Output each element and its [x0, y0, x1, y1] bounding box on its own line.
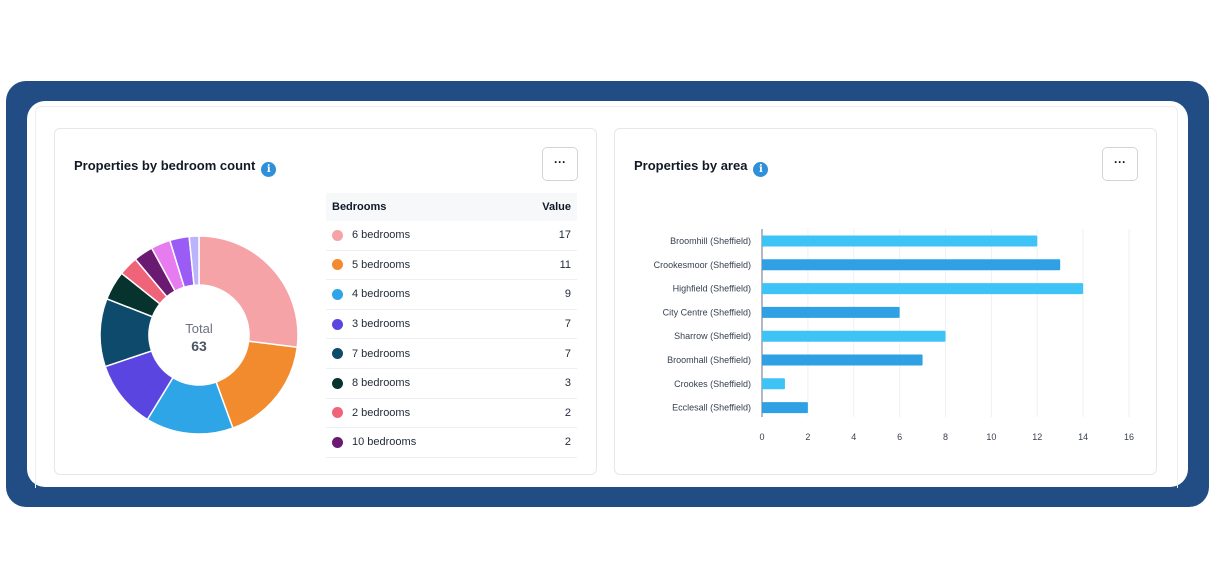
- area-bar-chart: Broomhill (Sheffield) Crookesmoor (Sheffi…: [654, 229, 1134, 442]
- category-label: Crookes (Sheffield): [674, 379, 751, 389]
- info-icon[interactable]: i: [261, 162, 277, 177]
- bar[interactable]: [762, 235, 1038, 247]
- area-card-title-text: Properties by area: [634, 158, 748, 173]
- row-label: 6 bedrooms: [332, 229, 410, 241]
- donut-slice[interactable]: [198, 235, 299, 349]
- donut-slice[interactable]: [188, 235, 200, 287]
- dashboard-inner-border: [35, 106, 1178, 488]
- area-card-title: Properties by area i: [634, 158, 769, 177]
- x-tick-label: 6: [897, 432, 902, 442]
- legend-dot: [332, 377, 343, 389]
- bar[interactable]: [762, 283, 1084, 295]
- bar[interactable]: [762, 330, 946, 342]
- legend-dot: [332, 288, 343, 300]
- info-icon[interactable]: i: [753, 162, 769, 177]
- category-label: Crookesmoor (Sheffield): [654, 260, 751, 270]
- row-value: 17: [558, 229, 571, 242]
- row-label-text: 3 bedrooms: [352, 318, 411, 331]
- table-row[interactable]: 8 bedrooms 3: [326, 369, 577, 399]
- row-label-text: 6 bedrooms: [352, 229, 411, 242]
- table-row[interactable]: 5 bedrooms 11: [326, 251, 577, 281]
- row-label: 8 bedrooms: [332, 377, 410, 389]
- legend-dot: [332, 259, 343, 271]
- row-label-text: 8 bedrooms: [352, 377, 411, 390]
- legend-dot: [332, 348, 343, 360]
- row-label-text: 7 bedrooms: [352, 347, 411, 360]
- category-label: Ecclesall (Sheffield): [672, 403, 751, 413]
- legend-dot: [332, 436, 343, 448]
- row-value: 9: [564, 288, 571, 301]
- donut-center-value: 63: [191, 338, 207, 354]
- row-value: 3: [564, 377, 571, 390]
- bedroom-card-title-text: Properties by bedroom count: [74, 158, 256, 173]
- bedroom-table: Bedrooms Value 6 bedrooms 17 5 bedrooms 11 4…: [326, 193, 577, 458]
- table-row[interactable]: 4 bedrooms 9: [326, 280, 577, 310]
- row-value: 11: [559, 258, 571, 271]
- table-header: Bedrooms Value: [326, 193, 577, 221]
- category-label: Broomhill (Sheffield): [670, 236, 751, 246]
- bar[interactable]: [762, 354, 923, 366]
- category-label: Broomhall (Sheffield): [667, 355, 751, 365]
- x-tick-label: 0: [759, 432, 764, 442]
- table-row[interactable]: 10 bedrooms 2: [326, 428, 577, 458]
- bedroom-count-card: Properties by bedroom count i ··· Total 6…: [54, 128, 597, 475]
- table-row[interactable]: 2 bedrooms 2: [326, 399, 577, 429]
- row-label: 2 bedrooms: [332, 407, 410, 419]
- bar[interactable]: [762, 259, 1061, 271]
- donut-center-label: Total: [185, 321, 213, 336]
- row-label-text: 2 bedrooms: [352, 406, 411, 419]
- row-value: 2: [564, 436, 571, 449]
- table-row[interactable]: 3 bedrooms 7: [326, 310, 577, 340]
- row-label: 5 bedrooms: [332, 259, 410, 271]
- row-label: 7 bedrooms: [332, 348, 410, 360]
- table-row[interactable]: 6 bedrooms 17: [326, 221, 577, 251]
- bedroom-donut-chart: Total 63: [99, 235, 299, 435]
- header-value: Value: [542, 201, 571, 213]
- category-label: Highfield (Sheffield): [673, 284, 751, 294]
- row-label: 3 bedrooms: [332, 318, 410, 330]
- bar[interactable]: [762, 306, 900, 318]
- row-label: 4 bedrooms: [332, 288, 410, 300]
- area-card: Properties by area i ··· Broomhill (Sheff…: [614, 128, 1157, 475]
- row-label: 10 bedrooms: [332, 436, 416, 448]
- bar[interactable]: [762, 378, 785, 390]
- row-label-text: 4 bedrooms: [352, 288, 411, 301]
- bedroom-card-title: Properties by bedroom count i: [74, 158, 277, 177]
- legend-dot: [332, 229, 343, 241]
- x-tick-label: 12: [1032, 432, 1042, 442]
- category-label: Sharrow (Sheffield): [674, 331, 751, 341]
- row-value: 7: [564, 347, 571, 360]
- x-tick-label: 14: [1078, 432, 1088, 442]
- row-value: 2: [564, 406, 571, 419]
- legend-dot: [332, 318, 343, 330]
- x-tick-label: 4: [851, 432, 856, 442]
- header-bedrooms: Bedrooms: [332, 201, 387, 213]
- row-label-text: 5 bedrooms: [352, 258, 411, 271]
- row-value: 7: [564, 318, 571, 331]
- area-card-menu-button[interactable]: ···: [1102, 147, 1138, 181]
- bar[interactable]: [762, 402, 808, 414]
- x-tick-label: 16: [1124, 432, 1134, 442]
- x-tick-label: 8: [943, 432, 948, 442]
- x-tick-label: 2: [805, 432, 810, 442]
- table-row[interactable]: 7 bedrooms 7: [326, 339, 577, 369]
- x-tick-label: 10: [986, 432, 996, 442]
- legend-dot: [332, 407, 343, 419]
- bedroom-card-menu-button[interactable]: ···: [542, 147, 578, 181]
- category-label: City Centre (Sheffield): [663, 307, 751, 317]
- row-label-text: 10 bedrooms: [352, 436, 417, 449]
